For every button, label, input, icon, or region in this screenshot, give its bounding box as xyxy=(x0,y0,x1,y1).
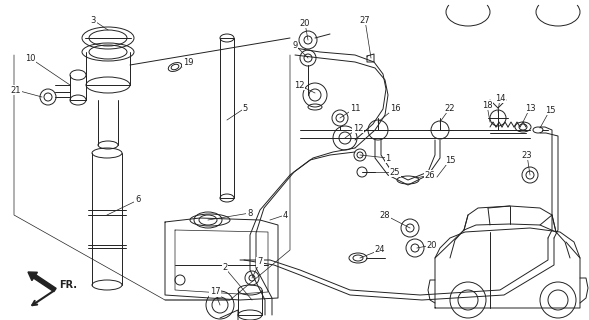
Text: 27: 27 xyxy=(360,15,370,25)
Text: 15: 15 xyxy=(545,106,555,115)
Text: 14: 14 xyxy=(495,93,505,102)
Text: 7: 7 xyxy=(257,258,263,267)
Text: 19: 19 xyxy=(183,58,193,67)
Text: 22: 22 xyxy=(445,103,455,113)
Text: 5: 5 xyxy=(243,103,247,113)
Text: 26: 26 xyxy=(425,171,435,180)
Text: 8: 8 xyxy=(247,209,253,218)
Text: 10: 10 xyxy=(25,53,35,62)
Text: 13: 13 xyxy=(525,103,535,113)
FancyArrow shape xyxy=(28,272,56,292)
Text: 15: 15 xyxy=(445,156,455,164)
Text: 12: 12 xyxy=(353,124,363,132)
Text: 25: 25 xyxy=(390,167,401,177)
Text: 23: 23 xyxy=(522,150,532,159)
Text: 24: 24 xyxy=(375,245,385,254)
Text: FR.: FR. xyxy=(59,280,77,290)
Text: 12: 12 xyxy=(294,81,305,90)
Text: 6: 6 xyxy=(135,196,141,204)
Text: 28: 28 xyxy=(380,211,391,220)
Text: 9: 9 xyxy=(292,41,297,50)
Text: 4: 4 xyxy=(282,211,287,220)
Text: 11: 11 xyxy=(350,103,360,113)
Text: 2: 2 xyxy=(223,263,227,273)
Text: 3: 3 xyxy=(90,15,95,25)
Text: 20: 20 xyxy=(300,19,310,28)
Bar xyxy=(220,38,234,198)
Text: 18: 18 xyxy=(482,100,492,109)
Text: 20: 20 xyxy=(427,241,437,250)
Text: 17: 17 xyxy=(210,287,220,297)
Text: 21: 21 xyxy=(11,85,21,94)
Text: 1: 1 xyxy=(385,154,391,163)
Text: 16: 16 xyxy=(390,103,401,113)
